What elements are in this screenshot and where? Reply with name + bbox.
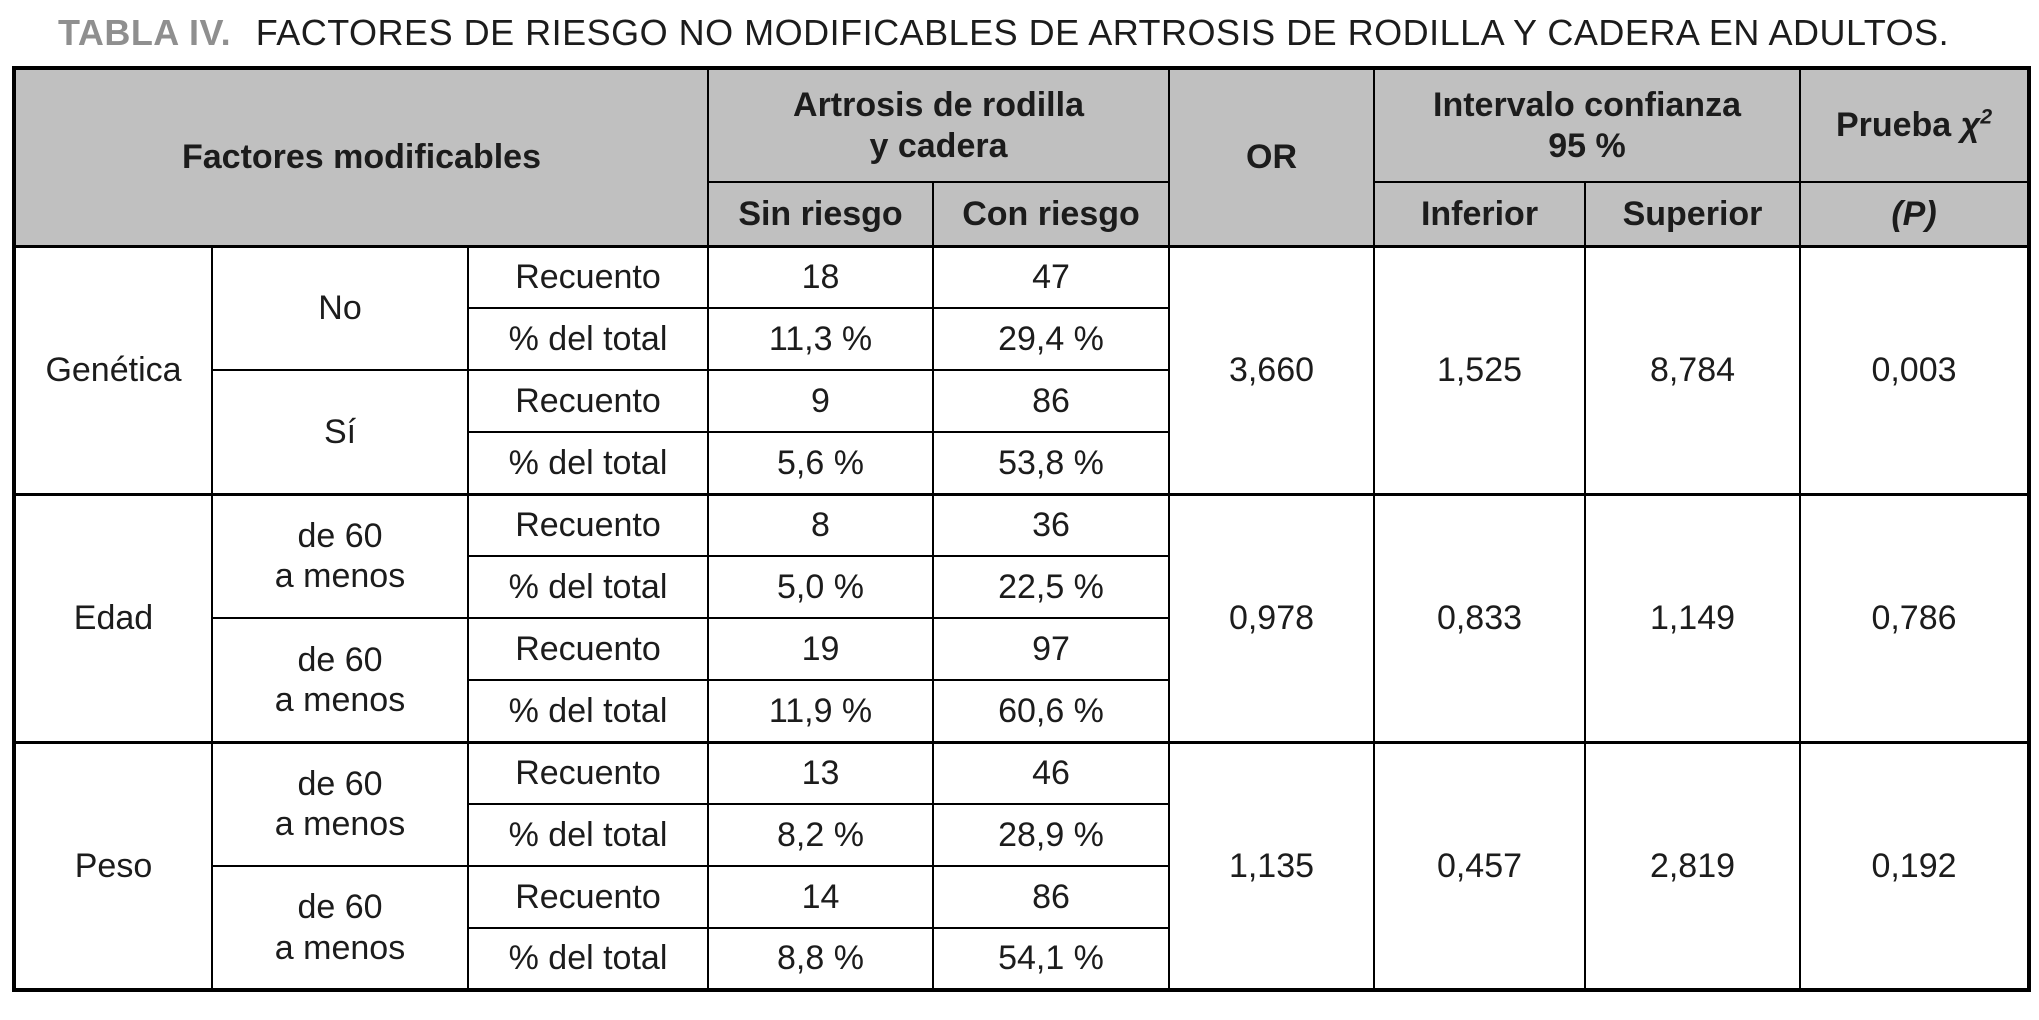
con-riesgo-cell: 53,8 % [932,431,1170,495]
header-con-riesgo: Con riesgo [932,181,1170,247]
table-title: TABLA IV. FACTORES DE RIESGO NO MODIFICA… [58,12,2027,54]
chi-squared-symbol: χ2 [1960,106,1993,145]
row-label-cell: Recuento [467,865,709,929]
table-row: Edad de 60 a menos Recuento 8 36 0,978 0… [13,492,2030,743]
header-p-value: (P) [1799,181,2030,247]
table-row: Peso de 60 a menos Recuento 13 46 1,135 … [13,740,2030,991]
sin-riesgo-cell: 13 [707,740,934,805]
level-cell: de 60 a menos [211,492,469,619]
sin-riesgo-cell: 5,0 % [707,555,934,619]
header-intervalo-confianza: Intervalo confianza 95 % [1373,67,1801,183]
sin-riesgo-cell: 18 [707,244,934,309]
row-label-cell: Recuento [467,244,709,309]
sin-riesgo-cell: 19 [707,617,934,681]
level-cell: de 60 a menos [211,740,469,867]
con-riesgo-cell: 46 [932,740,1170,805]
table-row: de 60 a menos Recuento 19 97 [14,617,2029,743]
table-row: % del total 8,8 % 54,1 % [14,927,2029,991]
con-riesgo-cell: 22,5 % [932,555,1170,619]
risk-factors-table: Factores modificables Artrosis de rodill… [12,66,2031,992]
row-label-cell: Recuento [467,617,709,681]
sin-riesgo-cell: 8 [707,492,934,557]
table-title-label: TABLA IV. [58,12,232,53]
superior-cell: 2,819 [1584,740,1801,991]
con-riesgo-cell: 97 [932,617,1170,681]
inferior-cell: 1,525 [1373,244,1586,495]
header-superior: Superior [1584,181,1801,247]
row-label-cell: % del total [467,307,709,371]
header-or: OR [1168,67,1375,247]
p-value-cell: 0,003 [1799,244,2030,495]
con-riesgo-cell: 54,1 % [932,927,1170,991]
sin-riesgo-cell: 8,8 % [707,927,934,991]
header-artrosis: Artrosis de rodilla y cadera [707,67,1170,183]
con-riesgo-cell: 29,4 % [932,307,1170,371]
row-label-cell: Recuento [467,740,709,805]
factor-cell: Genética [13,244,213,495]
factor-cell: Edad [13,492,213,743]
con-riesgo-cell: 60,6 % [932,679,1170,743]
table-row: de 60 a menos Recuento 14 86 [14,865,2029,991]
header-sin-riesgo: Sin riesgo [707,181,934,247]
header-inferior: Inferior [1373,181,1586,247]
sin-riesgo-cell: 11,9 % [707,679,934,743]
or-cell: 3,660 [1168,244,1375,495]
sin-riesgo-cell: 9 [707,369,934,433]
row-label-cell: % del total [467,431,709,495]
table-row: % del total 8,2 % 28,9 % [14,803,2029,867]
table-row: Genética No Recuento 18 47 3,660 1,525 8… [13,244,2030,495]
row-label-cell: % del total [467,555,709,619]
con-riesgo-cell: 86 [932,865,1170,929]
or-cell: 1,135 [1168,740,1375,991]
inferior-cell: 0,457 [1373,740,1586,991]
level-cell: Sí [211,369,469,495]
prueba-label: Prueba [1835,106,1952,145]
sin-riesgo-cell: 14 [707,865,934,929]
table-row: Sí Recuento 9 86 [14,369,2029,495]
row-label-cell: % del total [467,803,709,867]
con-riesgo-cell: 86 [932,369,1170,433]
row-label-cell: % del total [467,679,709,743]
row-label-cell: Recuento [467,369,709,433]
factor-cell: Peso [13,740,213,991]
level-cell: No [211,244,469,371]
sin-riesgo-cell: 11,3 % [707,307,934,371]
con-riesgo-cell: 47 [932,244,1170,309]
table-row: % del total 11,3 % 29,4 % [14,307,2029,371]
inferior-cell: 0,833 [1373,492,1586,743]
level-cell: de 60 a menos [211,865,469,991]
superior-cell: 1,149 [1584,492,1801,743]
sin-riesgo-cell: 8,2 % [707,803,934,867]
row-label-cell: % del total [467,927,709,991]
superior-cell: 8,784 [1584,244,1801,495]
page: TABLA IV. FACTORES DE RIESGO NO MODIFICA… [12,12,2031,992]
level-cell: de 60 a menos [211,617,469,743]
p-value-cell: 0,192 [1799,740,2030,991]
sin-riesgo-cell: 5,6 % [707,431,934,495]
p-value-cell: 0,786 [1799,492,2030,743]
or-cell: 0,978 [1168,492,1375,743]
header-prueba-chi2: Prueba χ2 [1799,67,2030,183]
header-factores-modificables: Factores modificables [13,67,709,247]
table-title-text: FACTORES DE RIESGO NO MODIFICABLES DE AR… [255,12,1950,53]
con-riesgo-cell: 36 [932,492,1170,557]
table-row: % del total 5,6 % 53,8 % [14,431,2029,495]
con-riesgo-cell: 28,9 % [932,803,1170,867]
table-row: % del total 5,0 % 22,5 % [14,555,2029,619]
row-label-cell: Recuento [467,492,709,557]
table-row: % del total 11,9 % 60,6 % [14,679,2029,743]
